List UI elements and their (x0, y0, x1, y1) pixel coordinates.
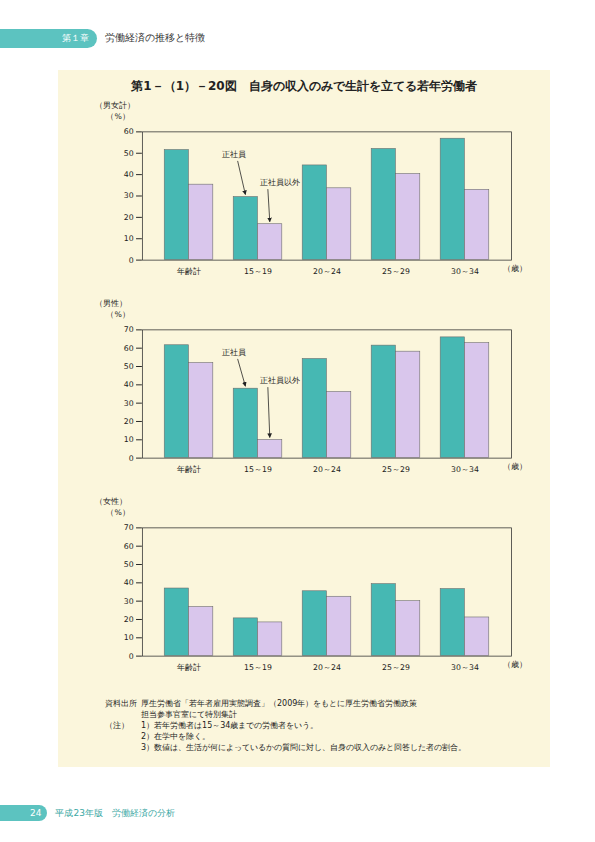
html-text:労働経済の推移と特徴: 労働経済の推移と特徴 (105, 32, 205, 43)
html-text:厚生労働省「若年者雇用実態調査」（2009年）をもとに厚生労: 厚生労働省「若年者雇用実態調査」（2009年）をもとに厚生労働省労働政策 (141, 699, 418, 708)
html-text:（女性）: （女性） (95, 497, 127, 506)
svg-text:（%）: （%） (106, 112, 129, 121)
svg-text:25～29: 25～29 (382, 465, 410, 474)
svg-text:60: 60 (124, 542, 134, 551)
svg-text:正社員: 正社員 (222, 150, 246, 159)
svg-text:（歳）: （歳） (503, 462, 527, 471)
html-text:24: 24 (30, 808, 42, 818)
html-text:（男性）: （男性） (95, 299, 127, 308)
html-text:（注）: （注） (105, 721, 129, 730)
svg-text:25～29: 25～29 (382, 267, 410, 276)
svg-text:70: 70 (124, 325, 134, 334)
html-text:第1－（1）－20図 自身の収入のみで生計を立てる若年労働者: 第1－（1）－20図 自身の収入のみで生計を立てる若年労働者 (131, 79, 477, 93)
svg-text:正社員以外: 正社員以外 (260, 178, 300, 187)
svg-text:（歳）: （歳） (503, 264, 527, 273)
svg-text:年齢計: 年齢計 (177, 267, 201, 276)
svg-text:40: 40 (124, 380, 134, 389)
svg-text:年齢計: 年齢計 (177, 465, 201, 474)
svg-text:0: 0 (129, 652, 134, 661)
svg-text:30: 30 (124, 597, 134, 606)
svg-text:50: 50 (124, 149, 134, 158)
svg-text:30: 30 (124, 191, 134, 200)
html-text:2）在学中を除く。: 2）在学中を除く。 (141, 732, 211, 741)
svg-text:15～19: 15～19 (244, 267, 272, 276)
svg-text:30: 30 (124, 399, 134, 408)
svg-text:正社員以外: 正社員以外 (260, 376, 300, 385)
svg-text:40: 40 (124, 170, 134, 179)
svg-text:0: 0 (129, 454, 134, 463)
html-text:担当参事官室にて特別集計: 担当参事官室にて特別集計 (141, 710, 237, 719)
html-text:1）若年労働者は15～34歳までの労働者をいう。: 1）若年労働者は15～34歳までの労働者をいう。 (141, 721, 319, 730)
svg-text:20: 20 (124, 615, 134, 624)
svg-text:（%）: （%） (106, 508, 129, 517)
html-text:資料出所: 資料出所 (105, 699, 137, 708)
svg-text:70: 70 (124, 523, 134, 532)
svg-text:20～24: 20～24 (313, 663, 341, 672)
html-text:3）数値は、生活が何によっているかの質問に対し、自身の収入の: 3）数値は、生活が何によっているかの質問に対し、自身の収入のみと回答した者の割合… (141, 743, 467, 752)
svg-text:20: 20 (124, 417, 134, 426)
svg-text:20～24: 20～24 (313, 465, 341, 474)
svg-text:（歳）: （歳） (503, 660, 527, 669)
svg-text:30～34: 30～34 (451, 663, 479, 672)
html-text:第１章: 第１章 (62, 32, 89, 43)
svg-text:50: 50 (124, 362, 134, 371)
html-text:平成23年版 労働経済の分析: 平成23年版 労働経済の分析 (55, 807, 175, 818)
html-text:（男女計）: （男女計） (95, 101, 135, 110)
svg-text:10: 10 (124, 633, 134, 642)
svg-text:15～19: 15～19 (244, 465, 272, 474)
svg-text:10: 10 (124, 234, 134, 243)
svg-text:20～24: 20～24 (313, 267, 341, 276)
svg-text:60: 60 (124, 344, 134, 353)
svg-text:30～34: 30～34 (451, 267, 479, 276)
svg-text:（%）: （%） (106, 310, 129, 319)
svg-text:30～34: 30～34 (451, 465, 479, 474)
svg-text:15～19: 15～19 (244, 663, 272, 672)
svg-text:25～29: 25～29 (382, 663, 410, 672)
svg-text:50: 50 (124, 560, 134, 569)
svg-text:40: 40 (124, 578, 134, 587)
svg-text:60: 60 (124, 127, 134, 136)
svg-text:20: 20 (124, 213, 134, 222)
svg-text:正社員: 正社員 (222, 348, 246, 357)
svg-text:年齢計: 年齢計 (177, 663, 201, 672)
svg-text:0: 0 (129, 256, 134, 265)
svg-text:10: 10 (124, 435, 134, 444)
